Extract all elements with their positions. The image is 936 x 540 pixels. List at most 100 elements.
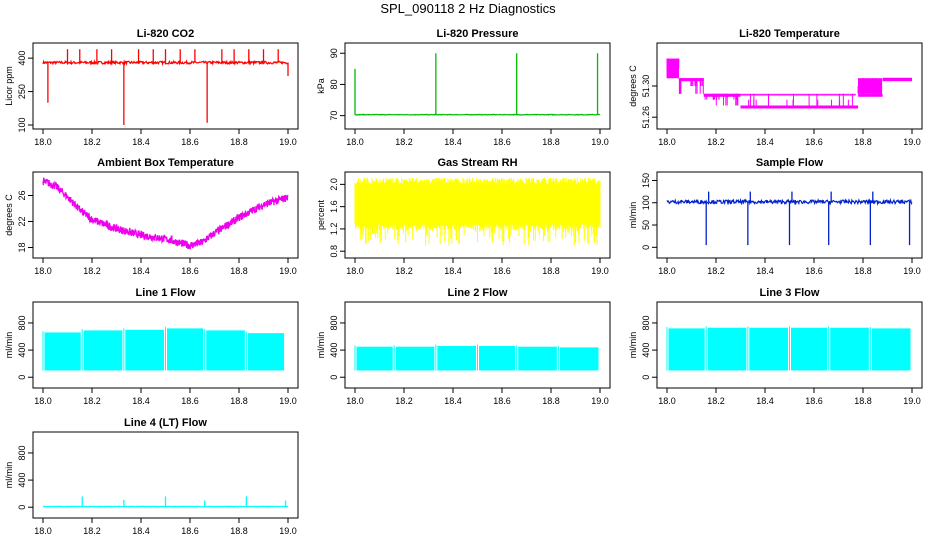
series-line (42, 177, 289, 250)
x-tick-label: 18.4 (132, 396, 150, 406)
step-level (740, 105, 859, 109)
y-tick-label: 90 (329, 48, 339, 58)
series-path (42, 59, 289, 67)
x-tick-label: 18.6 (181, 137, 199, 147)
flow-block (707, 327, 747, 371)
step-level (858, 93, 883, 97)
y-tick-label: 800 (17, 445, 27, 460)
series-line (354, 344, 599, 371)
y-tick-label: 400 (641, 343, 651, 358)
x-tick-label: 18.0 (34, 266, 52, 276)
flow-block (125, 329, 164, 371)
chart-title: Gas Stream RH (437, 157, 517, 169)
y-tick-label: 0 (17, 375, 27, 380)
chart-title: Li-820 Pressure (437, 28, 519, 40)
x-tick-label: 19.0 (279, 526, 297, 536)
x-tick-label: 18.0 (346, 137, 364, 147)
x-tick-label: 18.0 (346, 396, 364, 406)
flow-block (437, 346, 476, 371)
series-line (354, 53, 601, 116)
plot-frame (32, 171, 299, 259)
y-tick-label: 150 (641, 173, 651, 188)
step-block (740, 93, 856, 96)
step-level (882, 78, 912, 82)
flow-block (668, 328, 705, 371)
flow-block (830, 327, 869, 371)
flow-block (791, 327, 828, 371)
series-line (666, 326, 911, 371)
series-line (42, 49, 289, 125)
y-tick-label: 800 (641, 315, 651, 330)
flow-block (749, 327, 788, 371)
x-tick-label: 18.6 (493, 266, 511, 276)
x-tick-label: 18.6 (181, 526, 199, 536)
y-tick-label: 18 (17, 242, 27, 252)
y-tick-label: 400 (17, 343, 27, 358)
x-tick-label: 18.8 (230, 137, 248, 147)
x-tick-label: 18.4 (756, 266, 774, 276)
x-tick-label: 18.6 (181, 266, 199, 276)
x-tick-label: 19.0 (903, 137, 921, 147)
chart-title: Line 4 (LT) Flow (124, 417, 207, 429)
chart-panel-6: Sample Flow ml/min 18.0 18.2 18.4 18.6 18.8 19.… (628, 157, 923, 276)
series-line (666, 191, 913, 246)
x-tick-label: 18.2 (707, 266, 725, 276)
chart-panel-1: Li-820 CO2 Licor ppm 18.0 18.2 18.4 18.6 18.8 1… (4, 28, 299, 147)
flow-block (479, 346, 516, 371)
x-tick-label: 18.6 (181, 396, 199, 406)
y-tick-label: 51.30 (641, 75, 651, 98)
x-tick-label: 18.8 (542, 396, 560, 406)
x-tick-label: 18.0 (34, 526, 52, 536)
flow-block (871, 328, 911, 371)
y-axis-label: ml/min (4, 462, 14, 489)
series-line (354, 177, 601, 246)
series-path (42, 177, 289, 250)
x-tick-label: 18.4 (132, 526, 150, 536)
x-tick-label: 18.6 (805, 266, 823, 276)
y-tick-label: 70 (329, 111, 339, 121)
series-path (354, 113, 601, 116)
y-axis-label: degrees C (628, 65, 638, 107)
chart-panel-4: Ambient Box Temperature degrees C 18.0 18.2… (4, 157, 299, 276)
x-tick-label: 18.8 (230, 396, 248, 406)
plot-frame (344, 301, 611, 389)
x-tick-label: 18.0 (658, 137, 676, 147)
x-tick-label: 18.0 (34, 396, 52, 406)
y-axis-label: percent (316, 199, 326, 230)
y-tick-label: 250 (17, 84, 27, 99)
x-tick-label: 19.0 (591, 266, 609, 276)
chart-panel-5: Gas Stream RH percent 18.0 18.2 18.4 18.6 18.8… (316, 157, 611, 276)
y-tick-label: 22 (17, 216, 27, 226)
x-tick-label: 18.4 (756, 137, 774, 147)
y-tick-label: 0 (641, 245, 651, 250)
x-tick-label: 18.2 (395, 137, 413, 147)
y-axis-label: kPa (316, 78, 326, 94)
step-block (667, 58, 680, 79)
x-tick-label: 18.8 (854, 396, 872, 406)
y-axis-label: ml/min (316, 332, 326, 359)
y-axis-label: Licor ppm (4, 66, 14, 106)
y-tick-label: 400 (17, 51, 27, 66)
y-tick-label: 0 (641, 375, 651, 380)
chart-panel-8: Line 2 Flow ml/min 18.0 18.2 18.4 18.6 18.8 19.… (316, 287, 611, 406)
y-tick-label: 26 (17, 190, 27, 200)
x-tick-label: 18.2 (83, 137, 101, 147)
chart-title: Ambient Box Temperature (97, 157, 234, 169)
chart-title: Li-820 Temperature (739, 28, 840, 40)
flow-block (518, 346, 557, 371)
x-tick-label: 19.0 (903, 396, 921, 406)
x-tick-label: 18.0 (658, 396, 676, 406)
x-tick-label: 18.0 (658, 266, 676, 276)
y-axis-label: ml/min (4, 332, 14, 359)
chart-panel-9: Line 3 Flow ml/min 18.0 18.2 18.4 18.6 18.8 19.… (628, 287, 923, 406)
y-tick-label: 51.26 (641, 106, 651, 129)
y-tick-label: 400 (329, 343, 339, 358)
page-title: SPL_090118 2 Hz Diagnostics (380, 1, 556, 16)
y-axis-label: degrees C (4, 194, 14, 236)
y-tick-label: 1.2 (329, 223, 339, 236)
y-tick-label: 100 (641, 195, 651, 210)
x-tick-label: 19.0 (279, 396, 297, 406)
series-line (666, 58, 912, 109)
plot-frame (32, 301, 299, 389)
plot-frame (656, 171, 923, 259)
